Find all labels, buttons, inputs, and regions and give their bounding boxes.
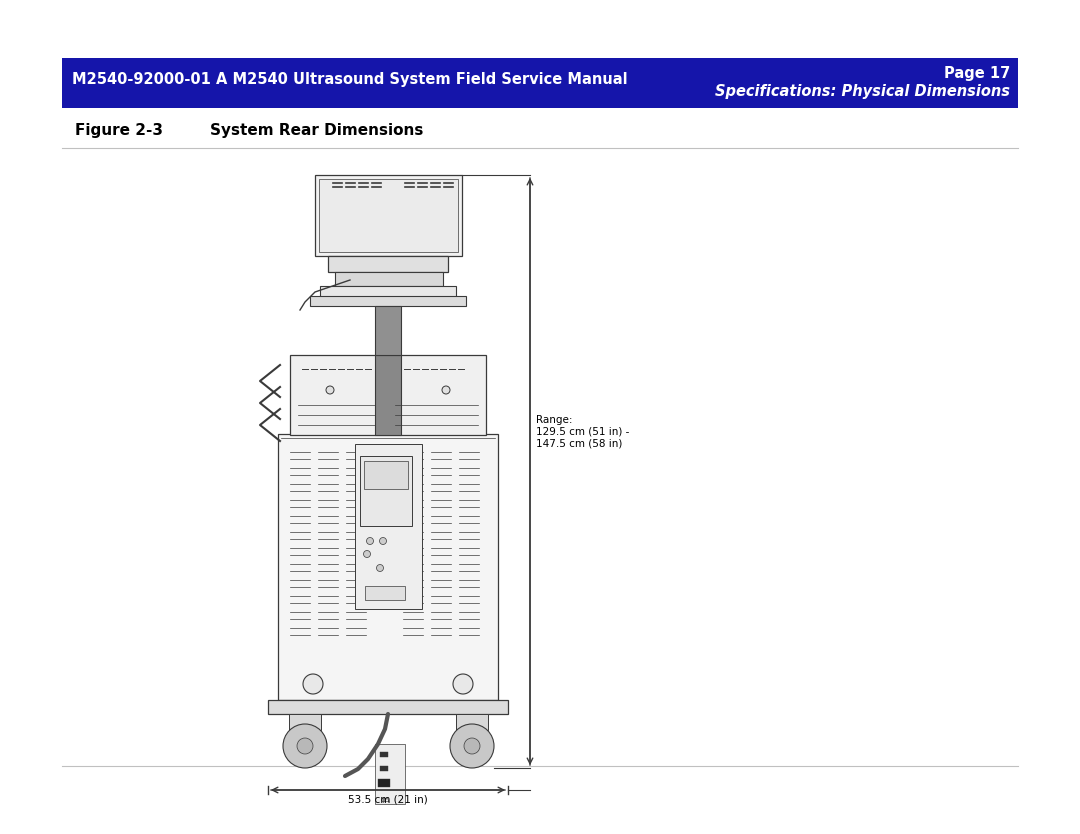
Bar [375, 744, 405, 804]
Text: Page 17: Page 17 [944, 66, 1010, 81]
Bar [360, 456, 411, 526]
Bar [355, 444, 422, 609]
Bar [278, 434, 498, 700]
Circle shape [364, 550, 370, 557]
Bar [365, 586, 405, 600]
Text: Figure 2-3: Figure 2-3 [75, 123, 163, 138]
Circle shape [450, 724, 494, 768]
Bar [380, 766, 388, 771]
Bar [320, 286, 456, 298]
Bar [375, 306, 401, 355]
Bar [62, 58, 1018, 108]
Bar [289, 714, 321, 730]
Circle shape [442, 386, 450, 394]
Text: 53.5 cm (21 in): 53.5 cm (21 in) [348, 795, 428, 805]
Circle shape [326, 386, 334, 394]
Bar [375, 355, 401, 435]
Bar [380, 752, 388, 757]
Text: Specifications: Physical Dimensions: Specifications: Physical Dimensions [715, 84, 1010, 99]
Circle shape [297, 738, 313, 754]
Bar [378, 779, 390, 787]
Bar [268, 700, 508, 714]
Text: M2540-92000-01 A M2540 Ultrasound System Field Service Manual: M2540-92000-01 A M2540 Ultrasound System… [72, 72, 627, 87]
Circle shape [453, 674, 473, 694]
Bar [335, 272, 443, 286]
Bar [319, 179, 458, 252]
Circle shape [283, 724, 327, 768]
Bar [291, 355, 486, 435]
Bar [315, 175, 462, 256]
Text: Range:
129.5 cm (51 in) -
147.5 cm (58 in): Range: 129.5 cm (51 in) - 147.5 cm (58 i… [536, 415, 630, 448]
Bar [310, 296, 465, 306]
Bar [364, 461, 408, 489]
Text: System Rear Dimensions: System Rear Dimensions [210, 123, 423, 138]
Circle shape [464, 738, 480, 754]
Bar [328, 256, 448, 272]
Circle shape [379, 537, 387, 545]
Circle shape [303, 674, 323, 694]
Circle shape [377, 565, 383, 571]
Text: φΔ: φΔ [381, 797, 390, 803]
Bar [456, 714, 488, 730]
Circle shape [366, 537, 374, 545]
